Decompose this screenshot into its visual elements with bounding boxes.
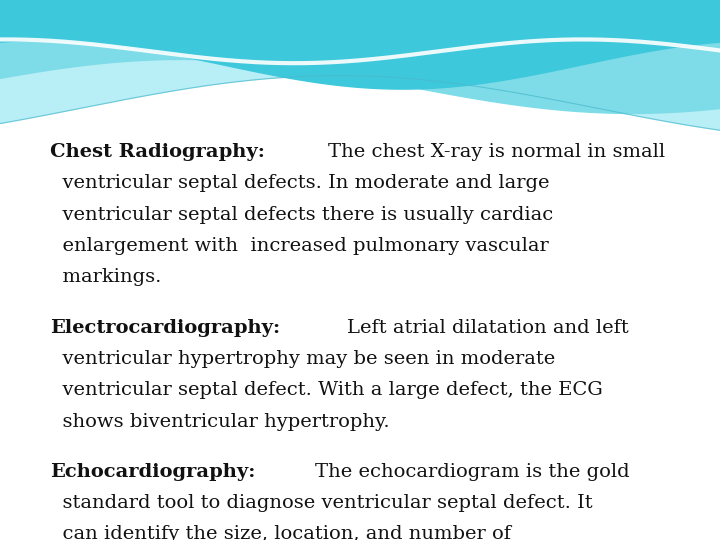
Text: Echocardiography:: Echocardiography: xyxy=(50,463,256,481)
Text: ventricular septal defect. With a large defect, the ECG: ventricular septal defect. With a large … xyxy=(50,381,603,399)
Text: markings.: markings. xyxy=(50,268,162,286)
Text: ventricular septal defects. In moderate and large: ventricular septal defects. In moderate … xyxy=(50,174,550,192)
Text: enlargement with  increased pulmonary vascular: enlargement with increased pulmonary vas… xyxy=(50,237,549,255)
Text: shows biventricular hypertrophy.: shows biventricular hypertrophy. xyxy=(50,413,390,430)
Text: ventricular septal defects there is usually cardiac: ventricular septal defects there is usua… xyxy=(50,206,554,224)
Text: Chest Radiography:: Chest Radiography: xyxy=(50,143,265,161)
Text: The echocardiogram is the gold: The echocardiogram is the gold xyxy=(315,463,630,481)
Text: ventricular hypertrophy may be seen in moderate: ventricular hypertrophy may be seen in m… xyxy=(50,350,556,368)
Text: Electrocardiography:: Electrocardiography: xyxy=(50,319,281,336)
Text: standard tool to diagnose ventricular septal defect. It: standard tool to diagnose ventricular se… xyxy=(50,494,593,512)
Text: Left atrial dilatation and left: Left atrial dilatation and left xyxy=(347,319,629,336)
Text: can identify the size, location, and number of: can identify the size, location, and num… xyxy=(50,525,511,540)
Text: The chest X-ray is normal in small: The chest X-ray is normal in small xyxy=(328,143,665,161)
